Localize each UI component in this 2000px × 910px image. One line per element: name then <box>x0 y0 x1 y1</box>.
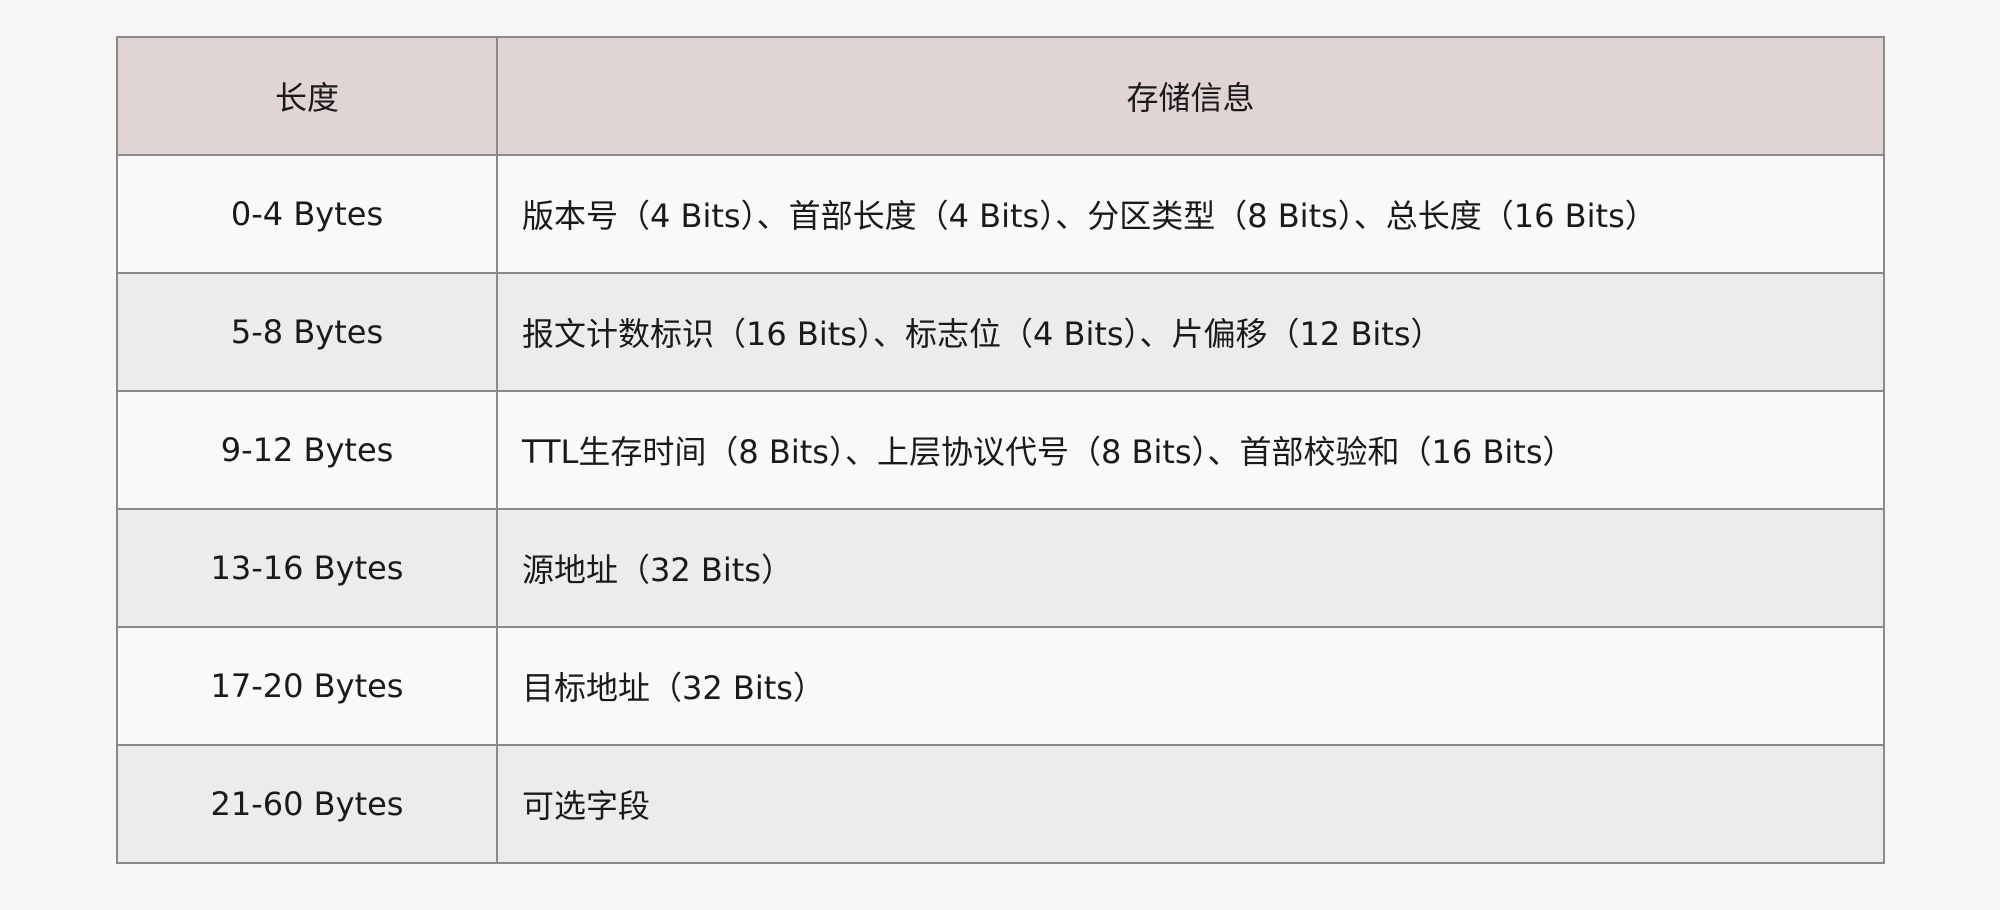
length-cell: 17-20 Bytes <box>116 626 498 746</box>
header-info: 存储信息 <box>496 36 1885 156</box>
info-cell: TTL生存时间（8 Bits）、上层协议代号（8 Bits）、首部校验和（16 … <box>496 390 1885 510</box>
length-cell: 0-4 Bytes <box>116 154 498 274</box>
length-cell: 5-8 Bytes <box>116 272 498 392</box>
info-cell: 版本号（4 Bits）、首部长度（4 Bits）、分区类型（8 Bits）、总长… <box>496 154 1885 274</box>
table-row: 0-4 Bytes 版本号（4 Bits）、首部长度（4 Bits）、分区类型（… <box>116 154 1885 274</box>
ip-header-table: 长度 存储信息 0-4 Bytes 版本号（4 Bits）、首部长度（4 Bit… <box>116 36 1885 864</box>
info-cell: 报文计数标识（16 Bits）、标志位（4 Bits）、片偏移（12 Bits） <box>496 272 1885 392</box>
length-cell: 9-12 Bytes <box>116 390 498 510</box>
table-row: 9-12 Bytes TTL生存时间（8 Bits）、上层协议代号（8 Bits… <box>116 390 1885 510</box>
header-row: 长度 存储信息 <box>116 36 1885 156</box>
table-row: 21-60 Bytes 可选字段 <box>116 744 1885 864</box>
info-cell: 目标地址（32 Bits） <box>496 626 1885 746</box>
info-cell: 可选字段 <box>496 744 1885 864</box>
table-row: 5-8 Bytes 报文计数标识（16 Bits）、标志位（4 Bits）、片偏… <box>116 272 1885 392</box>
header-length: 长度 <box>116 36 498 156</box>
length-cell: 13-16 Bytes <box>116 508 498 628</box>
length-cell: 21-60 Bytes <box>116 744 498 864</box>
table-row: 17-20 Bytes 目标地址（32 Bits） <box>116 626 1885 746</box>
table-row: 13-16 Bytes 源地址（32 Bits） <box>116 508 1885 628</box>
info-cell: 源地址（32 Bits） <box>496 508 1885 628</box>
